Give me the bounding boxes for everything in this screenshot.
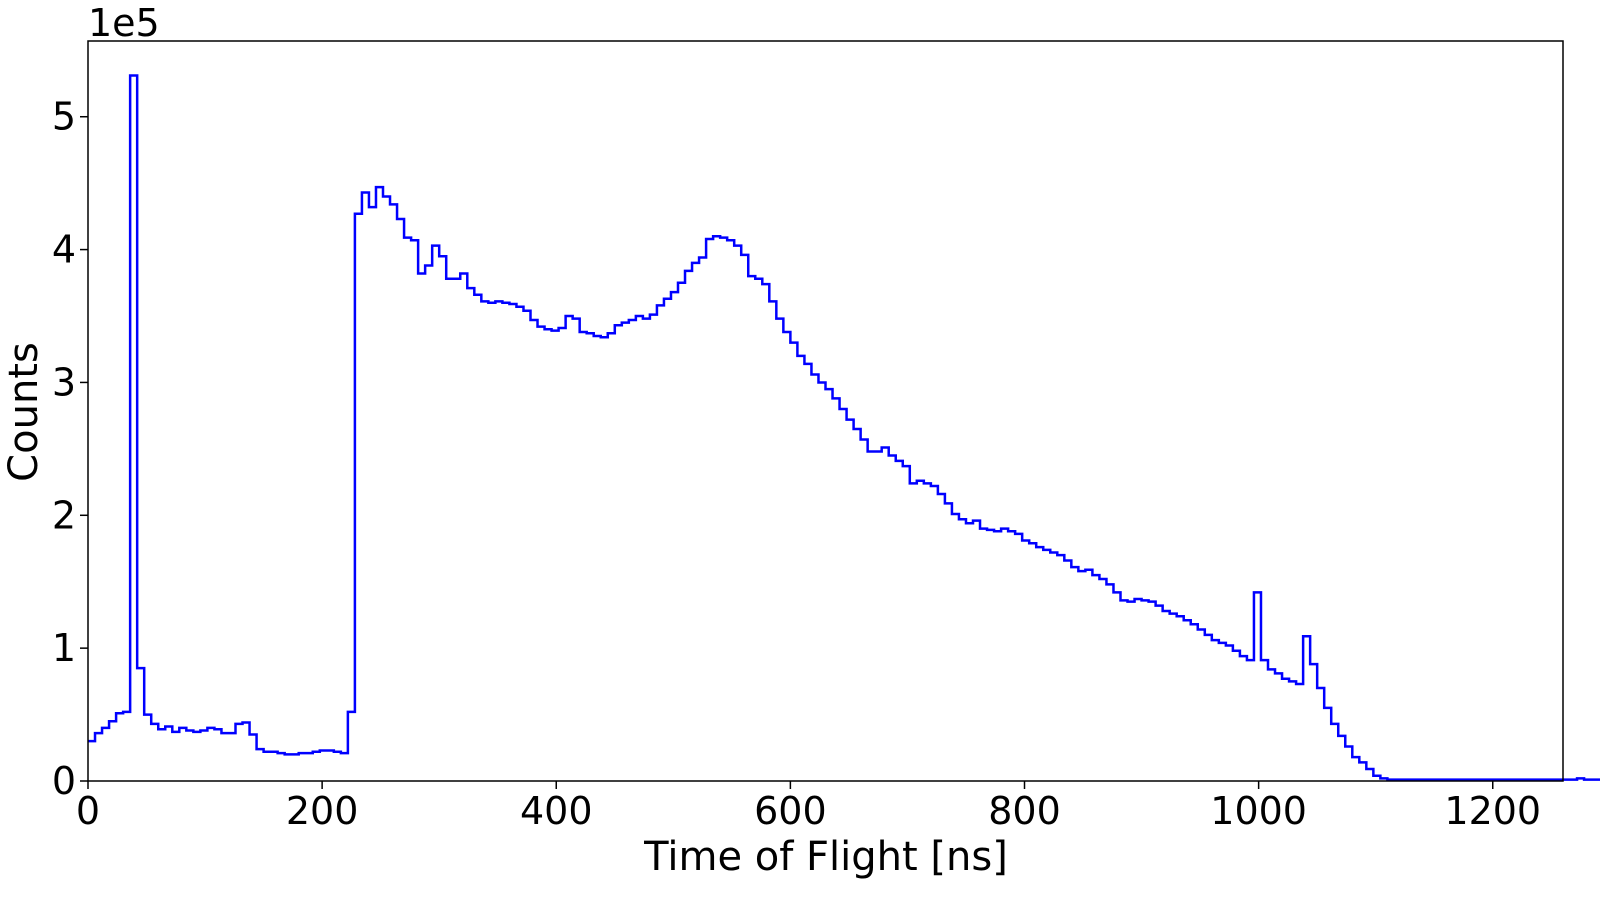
plot-frame: [87, 40, 1564, 782]
x-tick-label: 200: [286, 789, 359, 833]
x-axis-title: Time of Flight [ns]: [643, 834, 1008, 880]
x-tick-label: 600: [754, 789, 827, 833]
y-tick-label: 3: [52, 360, 76, 404]
y-tick-label: 1: [52, 626, 76, 670]
x-axis-ticks: 0 200 400 600 800 1000 1200: [76, 781, 1541, 833]
y-tick-label: 5: [52, 95, 76, 139]
y-axis-title: Counts: [1, 342, 47, 482]
x-tick-label: 0: [76, 789, 100, 833]
y-offset-label: 1e5: [88, 1, 160, 45]
x-tick-label: 400: [520, 789, 593, 833]
y-tick-label: 2: [52, 493, 76, 537]
series-step-line: [88, 74, 1600, 781]
y-tick-label: 0: [52, 759, 76, 803]
x-tick-label: 1000: [1210, 789, 1307, 833]
x-tick-label: 800: [988, 789, 1061, 833]
y-axis-ticks: 0 1 2 3 4 5: [52, 95, 88, 803]
x-tick-label: 1200: [1444, 789, 1541, 833]
y-tick-label: 4: [52, 228, 76, 272]
